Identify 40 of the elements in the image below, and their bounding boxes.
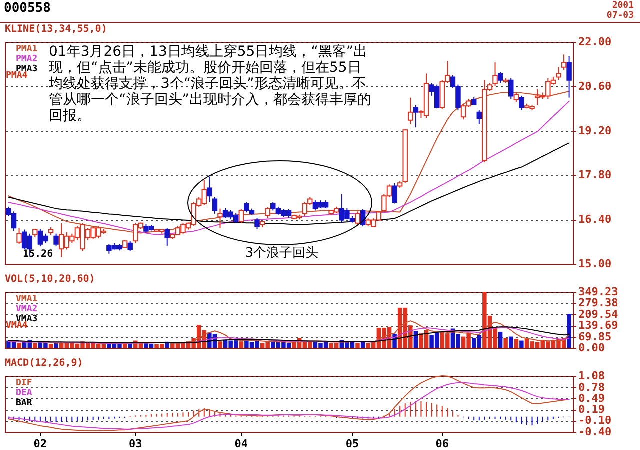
text: VMA1 [16,294,38,304]
y-tick-label: 0.00 [578,342,605,354]
y-tick-label: 69.85 [578,330,612,344]
text: DIF [16,378,32,388]
y-tick-label: -0.10 [578,414,612,428]
x-tick-label: 02 [34,438,48,450]
y-tick-label: 0.49 [578,392,605,405]
y-tick-label: 1.08 [578,370,605,382]
text: DEA [16,388,33,398]
annotation: VMA4 [6,321,28,331]
y-tick-label: 15.00 [578,258,612,270]
chart-title: MACD(12,26,9) [5,358,84,369]
chart-title: 000558 [4,1,51,16]
series-label: BAR [16,398,33,408]
chart-subtitle: KLINE(13,34,55,0) [5,24,108,35]
text: 2001 [611,1,634,11]
y-tick-label: 16.40 [578,213,612,226]
text: PMA1 [16,44,38,54]
x-tick-label: 06 [436,438,450,450]
annotation: 01年3月26日，13日均线上穿55日均线，“黑客”出现，但“点击”未能成功。股价开始回落，但在55日均线处获得支撑，3个“浪子回头”形态清晰可见。不管从哪一个“浪子回头”出现时介入，都会获得丰厚的回报。 [48,44,372,124]
text: PMA2 [16,54,38,64]
x-tick-label: 05 [346,438,360,450]
chart-title: VOL(5,10,20,60) [5,274,96,285]
text: 07-03 [606,11,634,21]
annotation: 15.26 [23,249,54,260]
y-tick-label: 19.20 [578,124,612,138]
x-tick-label: 03 [129,438,142,450]
y-tick-label: 20.60 [578,80,612,93]
y-tick-label: 0.19 [578,403,605,416]
y-tick-label: 22.00 [578,36,612,48]
y-tick-label: -0.40 [578,426,612,438]
y-tick-label: 139.69 [578,319,618,332]
text: VMA2 [16,304,38,314]
y-tick-label: 0.78 [578,380,605,394]
x-tick-label: 04 [234,438,248,450]
y-tick-label: 17.80 [578,168,612,182]
annotation: 3个浪子回头 [245,245,319,261]
y-tick-label: 349.23 [578,286,618,298]
y-tick-label: 209.54 [578,308,619,321]
y-tick-label: 279.38 [578,296,618,310]
